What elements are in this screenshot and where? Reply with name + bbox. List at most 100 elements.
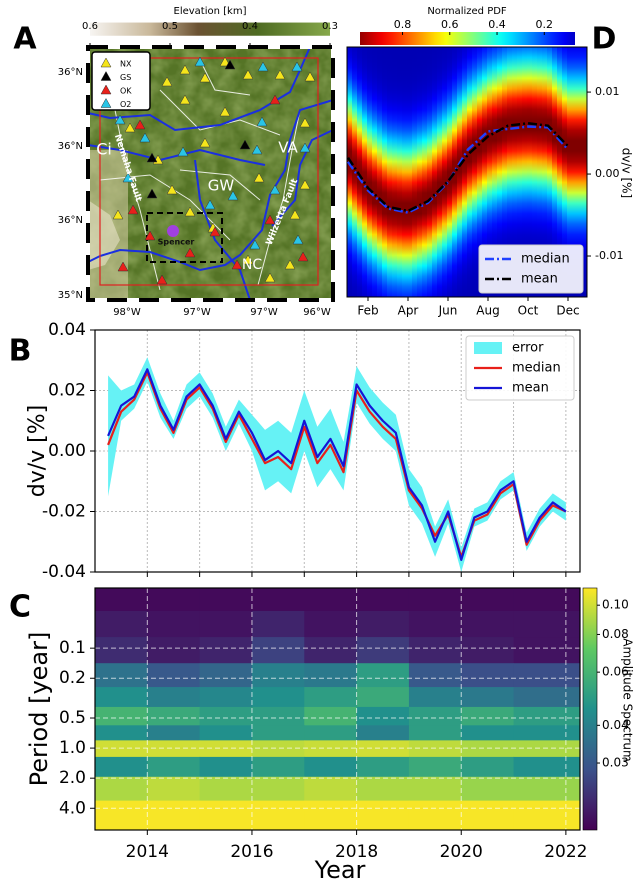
station <box>161 76 173 87</box>
legend-label: OK <box>120 87 132 96</box>
y-axis-label: dv/v [%] <box>620 148 634 198</box>
y-tick-label: 0.5 <box>59 708 86 728</box>
legend-label: mean <box>521 272 558 287</box>
station <box>146 188 158 199</box>
y-tick-label: 0.1 <box>59 638 86 658</box>
heatmap-cell <box>356 776 410 802</box>
heatmap-cell <box>461 800 515 831</box>
station <box>144 230 156 241</box>
station <box>179 64 191 75</box>
pdf-column <box>582 47 588 297</box>
heatmap-cell <box>356 756 410 778</box>
heatmap-cell <box>199 637 253 664</box>
pdf-column <box>437 47 443 297</box>
heatmap-cell <box>251 588 305 612</box>
station <box>112 209 124 220</box>
legend-label: GS <box>120 73 131 82</box>
pdf-column <box>502 47 508 297</box>
x-tick-label: Oct <box>518 304 539 318</box>
pdf-column <box>522 47 528 297</box>
heatmap-cell <box>95 663 148 688</box>
heatmap-cell <box>147 610 201 638</box>
heatmap-cell <box>461 740 515 758</box>
heatmap-cell <box>461 610 515 638</box>
station <box>257 61 269 72</box>
heatmap-cell <box>356 800 410 831</box>
x-tick-label: 98°W <box>113 307 141 318</box>
pdf-column <box>347 47 353 297</box>
station <box>184 206 196 217</box>
heatmap-cell <box>304 800 358 831</box>
heatmap-cell <box>513 706 581 726</box>
y-tick-label: 36°N <box>58 215 83 226</box>
heatmap-cell <box>95 637 148 664</box>
map-panel <box>86 22 335 302</box>
heatmap-cell <box>304 740 358 758</box>
heatmap-cell <box>461 663 515 688</box>
pdf-column <box>392 47 398 297</box>
y-axis-label: dv/v [%] <box>25 405 50 497</box>
station <box>194 56 206 67</box>
heatmap-cell <box>304 776 358 802</box>
heatmap-cell <box>251 740 305 758</box>
x-tick-label: 97°W <box>250 307 278 318</box>
colorbar-tick-label: 0.6 <box>82 21 98 32</box>
y-tick-label: 0.2 <box>59 668 86 688</box>
heatmap-cell <box>95 706 148 726</box>
heatmap-cell <box>199 800 253 831</box>
heatmap-cell <box>356 725 410 741</box>
legend-swatch <box>474 342 502 354</box>
station <box>242 254 254 265</box>
x-tick-label: Feb <box>357 304 378 318</box>
heatmap-cell <box>513 776 581 802</box>
y-tick-label: 0.02 <box>48 381 86 401</box>
heatmap-cell <box>199 725 253 741</box>
pdf-column <box>442 47 448 297</box>
heatmap-cell <box>356 687 410 708</box>
fault-line <box>99 174 231 241</box>
heatmap-cell <box>356 706 410 726</box>
error-band <box>108 357 566 572</box>
pdf-column <box>577 47 583 297</box>
colorbar-tick-label: 0.2 <box>536 18 554 31</box>
heatmap-cell <box>304 637 358 664</box>
legend-marker <box>100 57 112 68</box>
station <box>256 116 268 127</box>
heatmap-cell <box>513 637 581 664</box>
station <box>177 146 189 157</box>
heatmap-cell <box>513 663 581 688</box>
heatmap-cell <box>304 706 358 726</box>
heatmap-cell <box>251 756 305 778</box>
map-annotation: VA <box>278 139 298 157</box>
pdf-series-line <box>346 121 569 213</box>
heatmap-cell <box>356 663 410 688</box>
spencer-site <box>167 225 179 237</box>
station <box>291 61 303 72</box>
heatmap-cell <box>461 776 515 802</box>
map-frame <box>86 45 335 302</box>
y-tick-label: 4.0 <box>59 798 86 818</box>
heatmap-cell <box>95 687 148 708</box>
heatmap-cell <box>147 663 201 688</box>
heatmap-cell <box>199 740 253 758</box>
plot-frame <box>346 46 588 298</box>
heatmap-cell <box>199 756 253 778</box>
x-tick-label: 97°W <box>183 307 211 318</box>
panel-label: C <box>9 590 31 625</box>
y-tick-label: -0.02 <box>42 502 86 522</box>
pdf-column <box>552 47 558 297</box>
y-tick-label: 0.04 <box>48 320 86 340</box>
heatmap-cell <box>147 756 201 778</box>
heatmap-cell <box>147 588 201 612</box>
y-tick-label: 2.0 <box>59 768 86 788</box>
colorbar-tick-label: 0.6 <box>441 18 459 31</box>
pdf-column <box>402 47 408 297</box>
pdf-column <box>557 47 563 297</box>
fault-line <box>199 59 251 96</box>
heatmap-cell <box>251 706 305 726</box>
heatmap-cell <box>199 588 253 612</box>
map-annotation: NC <box>242 257 262 273</box>
legend-box <box>478 244 584 294</box>
heatmap-cell <box>513 588 581 612</box>
